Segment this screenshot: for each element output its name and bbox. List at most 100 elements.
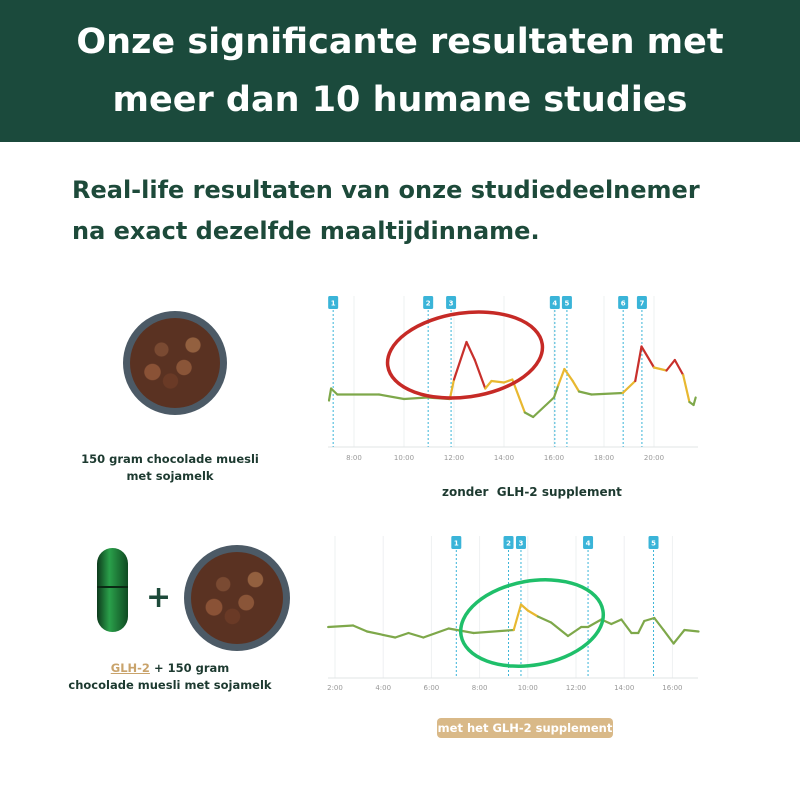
- meal2-caption: GLH-2 + 150 gram chocolade muesli met so…: [60, 660, 280, 694]
- x-tick-label: 8:00: [346, 454, 362, 462]
- event-marker-badge: [515, 536, 526, 549]
- x-tick-label: 10:00: [518, 684, 538, 692]
- glucose-line-segment: [662, 628, 675, 645]
- glucose-line-segment: [366, 630, 397, 639]
- glucose-line-segment: [502, 378, 514, 384]
- glucose-line-segment: [672, 628, 686, 645]
- glucose-line-segment: [577, 390, 593, 396]
- x-tick-label: 2:00: [327, 684, 343, 692]
- event-marker-label: 4: [552, 300, 557, 308]
- annotation-circle: [458, 578, 606, 668]
- event-marker-label: 7: [639, 300, 644, 308]
- glucose-line-segment: [637, 619, 646, 635]
- x-tick-label: 12:00: [566, 684, 586, 692]
- event-marker-label: 3: [519, 540, 524, 548]
- event-marker-label: 1: [454, 540, 459, 548]
- x-tick-label: 18:00: [594, 454, 614, 462]
- header-banner: Onze significante resultaten met meer da…: [0, 0, 800, 142]
- glucose-line-segment: [610, 618, 623, 626]
- x-tick-label: 4:00: [375, 684, 391, 692]
- event-marker-badge: [561, 296, 572, 309]
- event-marker-badge: [451, 536, 462, 549]
- glucose-line-segment: [407, 631, 425, 639]
- x-tick-label: 20:00: [644, 454, 664, 462]
- glucose-line-segment: [621, 379, 637, 395]
- event-marker-label: 5: [651, 540, 656, 548]
- event-marker-badge: [423, 296, 434, 309]
- event-marker-badge: [648, 536, 659, 549]
- muesli-bowl-image: [184, 545, 290, 651]
- muesli-bowl-image: [123, 311, 227, 415]
- chart2-label-badge: met het GLH-2 supplement: [437, 718, 613, 738]
- glucose-line-segment: [652, 366, 668, 372]
- glucose-line-segment: [571, 379, 581, 393]
- glucose-line-segment: [552, 384, 560, 399]
- glucose-line-segment: [473, 358, 487, 390]
- x-tick-label: 14:00: [494, 454, 514, 462]
- glucose-line-segment: [465, 340, 476, 362]
- event-marker-badge: [618, 296, 629, 309]
- glucose-line-segment: [394, 631, 410, 639]
- event-marker-label: 4: [586, 540, 591, 548]
- x-tick-label: 16:00: [662, 684, 682, 692]
- meal1-caption-line2: met sojamelk: [126, 469, 214, 483]
- event-marker-label: 3: [449, 300, 454, 308]
- plus-sign: +: [146, 580, 172, 615]
- glucose-line-segment: [634, 345, 643, 383]
- glucose-line-segment: [673, 358, 685, 377]
- glucose-line-segment: [351, 624, 369, 633]
- glucose-line-segment: [682, 373, 691, 404]
- glucose-line-segment: [452, 340, 468, 381]
- event-marker-label: 6: [621, 300, 626, 308]
- glucose-line-segment: [523, 411, 535, 419]
- event-marker-badge: [636, 296, 647, 309]
- meal1-caption: 150 gram chocolade muesli met sojamelk: [60, 451, 280, 485]
- chart1-label: zonder GLH-2 supplement: [442, 485, 622, 499]
- meal1-caption-line1: 150 gram chocolade muesli: [81, 452, 259, 466]
- x-tick-label: 8:00: [472, 684, 488, 692]
- subtitle: Real-life resultaten van onze studiedeel…: [72, 170, 700, 252]
- meal2-caption-line1: + 150 gram: [153, 661, 230, 675]
- glucose-line-segment: [472, 628, 515, 635]
- subtitle-line1: Real-life resultaten van onze studiedeel…: [72, 176, 700, 204]
- x-tick-label: 10:00: [394, 454, 414, 462]
- capsule-image: [97, 548, 128, 632]
- glucose-line-segment: [590, 391, 624, 396]
- x-tick-label: 6:00: [424, 684, 440, 692]
- event-marker-label: 1: [331, 300, 336, 308]
- glucose-line-segment: [620, 618, 633, 635]
- glucose-line-segment: [566, 625, 583, 638]
- glh2-link[interactable]: GLH-2: [110, 661, 150, 675]
- x-tick-label: 12:00: [444, 454, 464, 462]
- glucose-line-segment: [683, 628, 700, 633]
- glucose-line-segment: [557, 367, 566, 387]
- glucose-line-segment: [640, 345, 656, 369]
- glucose-line-segment: [526, 609, 539, 618]
- subtitle-line2: na exact dezelfde maaltijdinname.: [72, 217, 540, 245]
- glucose-line-segment: [512, 603, 523, 632]
- glucose-line-segment: [653, 616, 665, 632]
- glucose-line-segment: [643, 616, 656, 623]
- x-tick-label: 16:00: [544, 454, 564, 462]
- glucose-line-segment: [448, 378, 456, 401]
- x-tick-label: 14:00: [614, 684, 634, 692]
- glucose-line-segment: [327, 624, 355, 629]
- event-marker-badge: [446, 296, 457, 309]
- event-marker-badge: [328, 296, 339, 309]
- glucose-line-segment: [549, 621, 570, 638]
- event-marker-badge: [583, 536, 594, 549]
- annotation-circle: [385, 310, 545, 400]
- event-marker-label: 5: [564, 300, 569, 308]
- event-marker-label: 2: [506, 540, 511, 548]
- event-marker-label: 2: [426, 300, 431, 308]
- glucose-line-segment: [519, 603, 529, 612]
- glucose-line-segment: [329, 387, 339, 396]
- glucose-line-segment: [490, 379, 506, 384]
- glucose-line-segment: [377, 393, 406, 401]
- event-marker-badge: [549, 296, 560, 309]
- glucose-line-segment: [327, 387, 333, 402]
- meal2-caption-line2: chocolade muesli met sojamelk: [68, 678, 272, 692]
- glucose-line-segment: [511, 378, 526, 414]
- glucose-line-segment: [402, 396, 429, 401]
